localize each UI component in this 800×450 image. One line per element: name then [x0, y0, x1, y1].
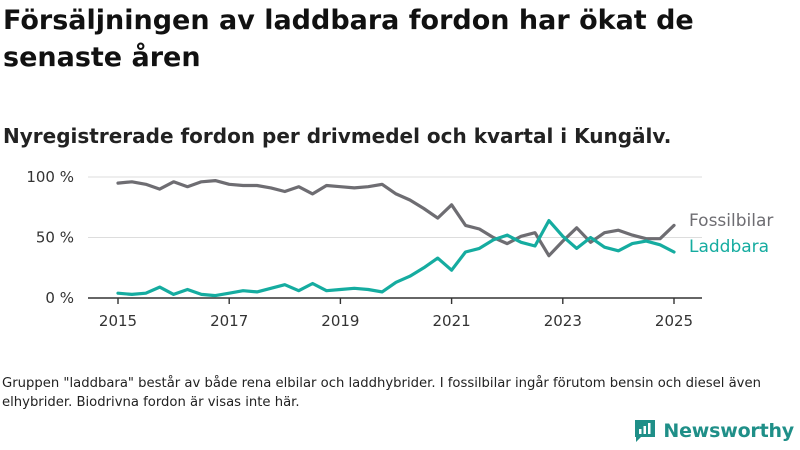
y-tick-label: 100 %: [26, 168, 74, 186]
x-tick-label: 2015: [99, 312, 137, 330]
series-lines: [116, 179, 676, 298]
chart-subtitle: Nyregistrerade fordon per drivmedel och …: [3, 124, 672, 148]
footnote: Gruppen "laddbara" består av både rena e…: [2, 376, 761, 410]
x-axis: 2015 2017 2019 2021 2023 2025: [88, 297, 702, 330]
x-tick-label: 2025: [655, 312, 693, 330]
y-tick-label: 0 %: [45, 289, 74, 307]
bar-chart-logo-icon: [635, 420, 656, 442]
series-label-fossilbilar: Fossilbilar: [689, 211, 773, 231]
brand-name: Newsworthy: [663, 420, 794, 442]
chart-title: Försäljningen av laddbara fordon har öka…: [3, 5, 694, 73]
series-labels: Fossilbilar Laddbara: [689, 211, 773, 257]
gridlines: [88, 176, 702, 238]
y-tick-label: 50 %: [36, 229, 74, 247]
x-tick-label: 2017: [210, 312, 248, 330]
series-label-laddbara: Laddbara: [689, 237, 769, 257]
brand-logo: Newsworthy: [633, 418, 794, 444]
y-tick-labels: 0 % 50 % 100 %: [26, 168, 74, 307]
series-line-fossilbilar: [116, 179, 676, 258]
line-chart: 0 % 50 % 100 % 2015 2017 2019 2021 2023 2025 Fo…: [26, 168, 773, 330]
series-line-laddbara: [116, 219, 676, 298]
x-tick-label: 2021: [433, 312, 471, 330]
x-tick-label: 2019: [321, 312, 359, 330]
x-tick-label: 2023: [544, 312, 582, 330]
